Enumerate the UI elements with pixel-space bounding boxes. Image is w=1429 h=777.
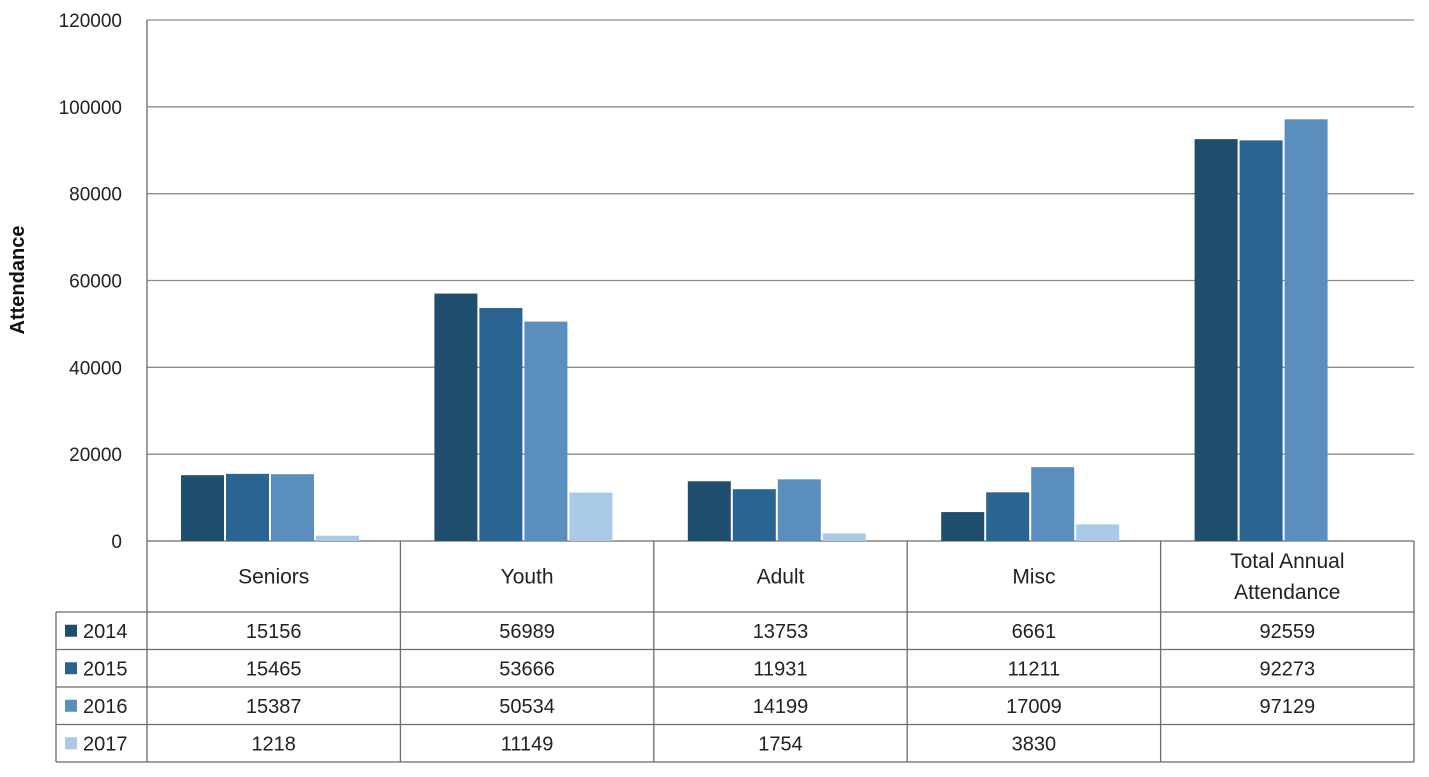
y-axis-label: Attendance [7,226,29,335]
table-cell: 3830 [1012,733,1057,755]
bar-2015-0 [226,473,269,541]
category-label: Misc [1012,566,1055,589]
y-tick-label: 40000 [69,358,122,379]
category-label: Youth [501,566,554,589]
legend-key-2016 [65,699,77,712]
category-label: Seniors [238,566,309,589]
category-label: Total Annual Attendance [1230,550,1344,604]
table-cell: 1754 [758,733,803,755]
table-cell: 1218 [251,733,296,755]
table-cell: 15465 [246,658,302,680]
table-cell: 97129 [1259,696,1315,718]
table-cell: 11211 [1008,658,1061,680]
bar-2014-0 [181,475,224,541]
bar-2016-2 [777,479,821,541]
legend-key-2014 [65,624,77,637]
legend-key-2015 [65,662,77,675]
legend-label: 2015 [83,658,128,680]
bar-2016-1 [524,321,568,541]
table-cell: 92273 [1259,658,1315,680]
bar-2014-3 [941,512,985,541]
table-cell: 50534 [499,696,555,718]
gridlines [146,19,1414,542]
legend-label: 2016 [83,696,128,718]
table-cell: 14199 [753,696,809,718]
bar-2017-0 [316,535,359,541]
bar-2016-0 [271,474,314,541]
legend-key-2017 [65,737,77,750]
table-cell: 92559 [1259,621,1315,643]
bar-2015-4 [1239,140,1283,541]
bar-2017-1 [569,492,613,541]
bars [181,119,1328,542]
bar-2016-4 [1284,119,1328,542]
table-cell: 15387 [246,696,302,718]
y-tick-label: 60000 [69,272,122,293]
y-tick-label: 120000 [59,11,122,32]
bar-2014-2 [687,481,731,541]
y-tick-label: 80000 [69,185,122,206]
table-cell: 11931 [753,658,807,680]
bar-2015-2 [732,489,776,541]
table-cell: 6661 [1012,621,1057,643]
table-cell: 15156 [246,621,302,643]
table-cell: 53666 [499,658,555,680]
bar-2014-1 [434,293,478,541]
table-cell: 11149 [501,733,554,755]
table-cell: 17009 [1006,696,1062,718]
y-tick-label: 20000 [69,445,122,466]
y-tick-labels: 0 20000 40000 60000 80000 100000 120000 [59,11,122,553]
legend-label: 2017 [83,733,128,755]
legend-label: 2014 [83,621,128,643]
bar-2014-4 [1194,139,1238,541]
table-cell: 56989 [499,621,555,643]
data-table: Seniors Youth Adult Misc Total Annual Attenda… [55,541,1415,763]
y-tick-label: 0 [111,532,122,553]
bar-2016-3 [1031,467,1075,541]
y-tick-label: 100000 [59,98,122,119]
table-cell: 13753 [753,621,809,643]
category-label: Adult [757,566,805,589]
bar-2015-1 [479,308,523,541]
bar-2017-2 [822,533,866,541]
bar-2015-3 [986,492,1030,541]
bar-2017-3 [1076,524,1120,541]
